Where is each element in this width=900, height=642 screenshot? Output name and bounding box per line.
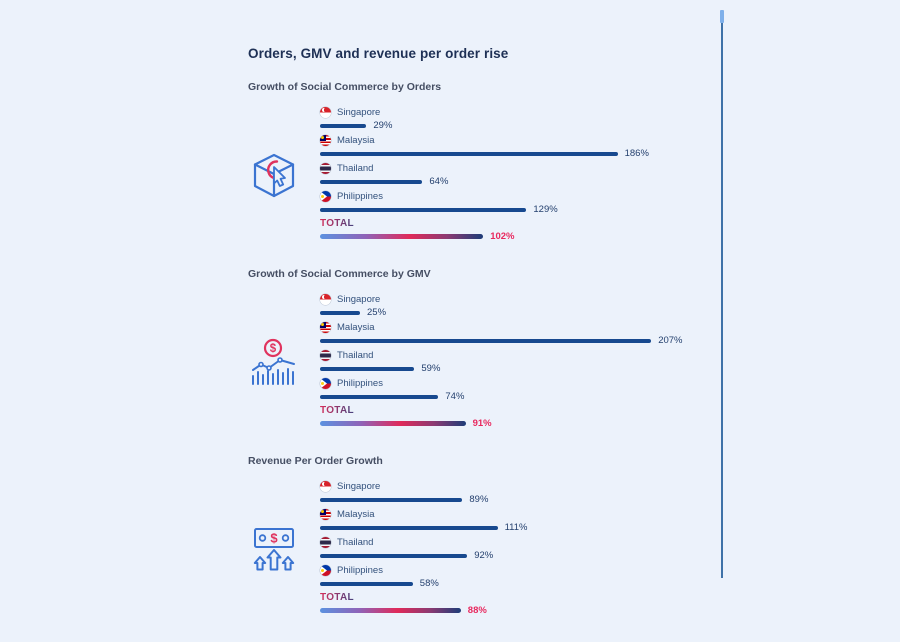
value-label: 74% [445, 390, 465, 402]
chart-section-gmv: Growth of Social Commerce by GMV $ [248, 268, 688, 432]
bar-chart-revenue: Singapore 89% Malaysia 111% Thailand 92% Phili… [320, 480, 688, 619]
country-row: Malaysia 186% [320, 134, 688, 159]
scrollbar-thumb[interactable] [720, 10, 724, 23]
country-row: Philippines 58% [320, 564, 688, 589]
total-value-label: 88% [467, 604, 487, 616]
country-row: Thailand 64% [320, 162, 688, 187]
value-label: 186% [624, 147, 649, 159]
country-label: Malaysia [337, 509, 375, 520]
total-gradient-bar [320, 608, 461, 613]
revenue-banknote-arrows-icon: $ [248, 480, 320, 619]
total-gradient-bar [320, 421, 466, 426]
thailand-flag-icon [320, 537, 331, 548]
country-row: Thailand 92% [320, 536, 688, 561]
value-bar [320, 151, 618, 156]
country-label: Singapore [337, 481, 381, 492]
country-label: Malaysia [337, 135, 375, 146]
value-label: 64% [429, 175, 449, 187]
value-bar [320, 581, 413, 586]
singapore-flag-icon [320, 481, 331, 492]
bar-chart-orders: Singapore 29% Malaysia 186% Thailand 64% Phili… [320, 106, 688, 245]
value-label: 89% [469, 493, 489, 505]
value-bar [320, 338, 652, 343]
value-label: 111% [504, 521, 528, 533]
infographic-content: Orders, GMV and revenue per order rise G… [248, 46, 688, 642]
total-label: TOTAL [320, 218, 354, 229]
thailand-flag-icon [320, 163, 331, 174]
orders-cube-cursor-icon [248, 106, 320, 245]
singapore-flag-icon [320, 107, 331, 118]
country-label: Singapore [337, 294, 381, 305]
malaysia-flag-icon [320, 135, 331, 146]
value-bar [320, 497, 463, 502]
vertical-divider [720, 10, 724, 578]
total-row: TOTAL 91% [320, 405, 688, 429]
value-label: 59% [421, 362, 441, 374]
philippines-flag-icon [320, 565, 331, 576]
value-label: 58% [419, 577, 439, 589]
value-bar [320, 123, 367, 128]
country-label: Philippines [337, 378, 383, 389]
value-bar [320, 207, 527, 212]
svg-text:$: $ [270, 343, 277, 355]
total-label: TOTAL [320, 592, 354, 603]
total-row: TOTAL 102% [320, 218, 688, 242]
section-title-gmv: Growth of Social Commerce by GMV [248, 268, 431, 280]
country-row: Thailand 59% [320, 349, 688, 374]
country-row: Singapore 25% [320, 293, 688, 318]
total-value-label: 102% [490, 230, 515, 242]
value-label: 207% [658, 334, 683, 346]
section-title-revenue: Revenue Per Order Growth [248, 455, 383, 467]
country-label: Thailand [337, 163, 374, 174]
value-bar [320, 310, 360, 315]
country-row: Singapore 29% [320, 106, 688, 131]
gmv-money-chart-icon: $ [248, 293, 320, 432]
country-label: Malaysia [337, 322, 375, 333]
value-bar [320, 179, 423, 184]
bar-chart-gmv: Singapore 25% Malaysia 207% Thailand 59% Phili… [320, 293, 688, 432]
country-label: Philippines [337, 191, 383, 202]
total-row: TOTAL 88% [320, 592, 688, 616]
value-bar [320, 394, 439, 399]
chart-section-orders: Growth of Social Commerce by Orders Sing… [248, 81, 688, 245]
thailand-flag-icon [320, 350, 331, 361]
total-value-label: 91% [472, 417, 492, 429]
malaysia-flag-icon [320, 322, 331, 333]
total-label: TOTAL [320, 405, 354, 416]
value-bar [320, 366, 415, 371]
value-label: 129% [533, 203, 558, 215]
country-row: Singapore 89% [320, 480, 688, 505]
total-gradient-bar [320, 234, 484, 239]
country-label: Thailand [337, 537, 374, 548]
malaysia-flag-icon [320, 509, 331, 520]
country-row: Philippines 74% [320, 377, 688, 402]
philippines-flag-icon [320, 378, 331, 389]
country-row: Malaysia 207% [320, 321, 688, 346]
value-label: 92% [474, 549, 494, 561]
chart-section-revenue: Revenue Per Order Growth $ Singapore 89% M… [248, 455, 688, 619]
country-row: Malaysia 111% [320, 508, 688, 533]
value-label: 25% [367, 306, 387, 318]
page-title: Orders, GMV and revenue per order rise [248, 46, 509, 61]
singapore-flag-icon [320, 294, 331, 305]
value-bar [320, 525, 498, 530]
svg-text:$: $ [270, 530, 278, 545]
country-row: Philippines 129% [320, 190, 688, 215]
country-label: Singapore [337, 107, 381, 118]
country-label: Philippines [337, 565, 383, 576]
country-label: Thailand [337, 350, 374, 361]
philippines-flag-icon [320, 191, 331, 202]
section-title-orders: Growth of Social Commerce by Orders [248, 81, 442, 93]
value-label: 29% [373, 119, 393, 131]
value-bar [320, 553, 468, 558]
